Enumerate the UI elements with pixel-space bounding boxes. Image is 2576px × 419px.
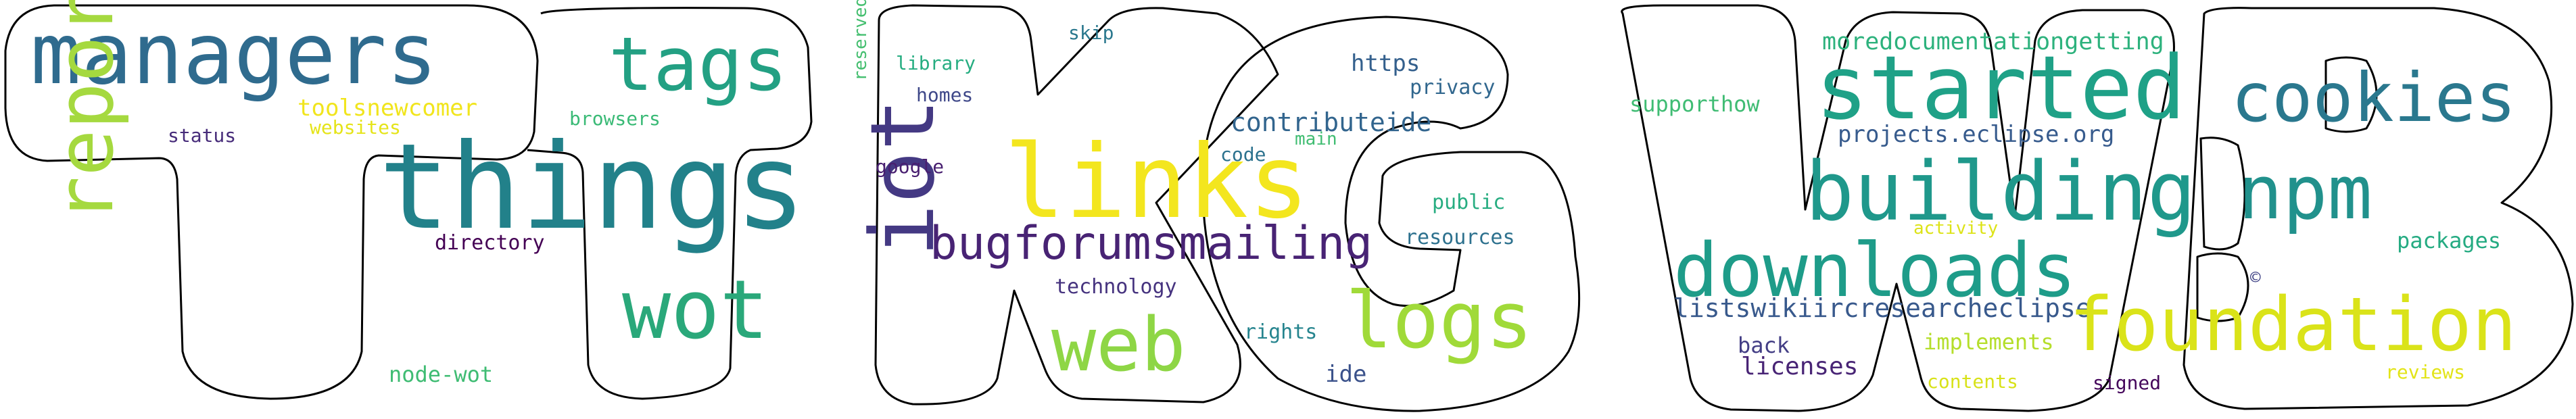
word-cloud-term: status — [168, 124, 237, 147]
letter-w-outline — [1621, 4, 2175, 412]
word-cloud-term: implements — [1924, 329, 2054, 355]
word-cloud-term: websites — [310, 116, 401, 139]
word-cloud-term: technology — [1055, 275, 1177, 299]
word-cloud-term: library — [896, 52, 976, 74]
word-cloud-term: projects.eclipse.org — [1838, 121, 2115, 148]
word-cloud-term: logs — [1345, 276, 1533, 366]
word-cloud-term: cookies — [2231, 58, 2517, 137]
word-cloud-term: node-wot — [389, 362, 494, 387]
word-cloud-term: privacy — [1410, 76, 1496, 99]
word-cloud-term: bugforumsmailing — [930, 217, 1373, 270]
word-cloud-term: browsers — [569, 107, 661, 130]
letter-b-outline — [2183, 7, 2574, 410]
word-cloud-term: rights — [1244, 320, 1318, 344]
word-cloud-term: google — [876, 155, 945, 178]
word-cloud-term: main — [1295, 129, 1337, 149]
word-cloud-term: contents — [1927, 370, 2018, 393]
word-cloud-term: licenses — [1741, 353, 1859, 380]
word-cloud-term: activity — [1913, 218, 1999, 239]
word-cloud-term: building — [1805, 145, 2196, 239]
word-cloud-term: reviews — [2385, 361, 2466, 383]
word-cloud-term: signed — [2093, 372, 2162, 394]
word-cloud-term: back — [1738, 332, 1790, 358]
word-cloud-term: supporthow — [1629, 91, 1760, 117]
word-cloud-term: ide — [1325, 361, 1367, 388]
word-cloud-term: moredocumentationgetting — [1822, 28, 2164, 55]
word-cloud-term: listswikiircresearcheclipse — [1673, 293, 2091, 323]
word-cloud-term: downloads — [1673, 227, 2077, 314]
word-cloud-term: web — [1051, 301, 1186, 388]
word-cloud-term: npm — [2238, 149, 2372, 236]
word-cloud-term: things — [379, 119, 807, 256]
word-cloud-term: code — [1220, 143, 1266, 166]
word-cloud-term: contributeide — [1231, 107, 1432, 137]
word-cloud-term: report — [41, 0, 131, 223]
word-cloud-term: © — [2250, 268, 2261, 288]
word-cloud-term: https — [1351, 50, 1421, 77]
word-cloud-term: wot — [622, 264, 769, 358]
word-cloud-term: packages — [2397, 228, 2502, 253]
word-cloud-term: homes — [916, 84, 974, 106]
word-cloud-term: reserved — [851, 0, 871, 81]
word-cloud-term: resources — [1405, 226, 1515, 249]
word-cloud-term: directory — [435, 231, 545, 255]
word-cloud-term: skip — [1068, 22, 1114, 44]
word-cloud-term: tags — [609, 21, 788, 107]
word-cloud-term: foundation — [2069, 281, 2517, 368]
letter-c-counter-outline — [2199, 137, 2246, 251]
word-cloud-term: public — [1432, 191, 1506, 214]
letter-c-outline — [1201, 16, 1581, 412]
word-cloud-term: started — [1815, 36, 2186, 139]
letter-t-right-outline — [527, 7, 813, 400]
word-cloud-term: toolsnewcomer — [297, 95, 478, 122]
letter-t-left-outline — [4, 4, 539, 400]
word-cloud-term: links — [1004, 124, 1310, 241]
word-cloud-term: managers — [30, 5, 438, 103]
letter-k-outline — [874, 4, 1279, 405]
